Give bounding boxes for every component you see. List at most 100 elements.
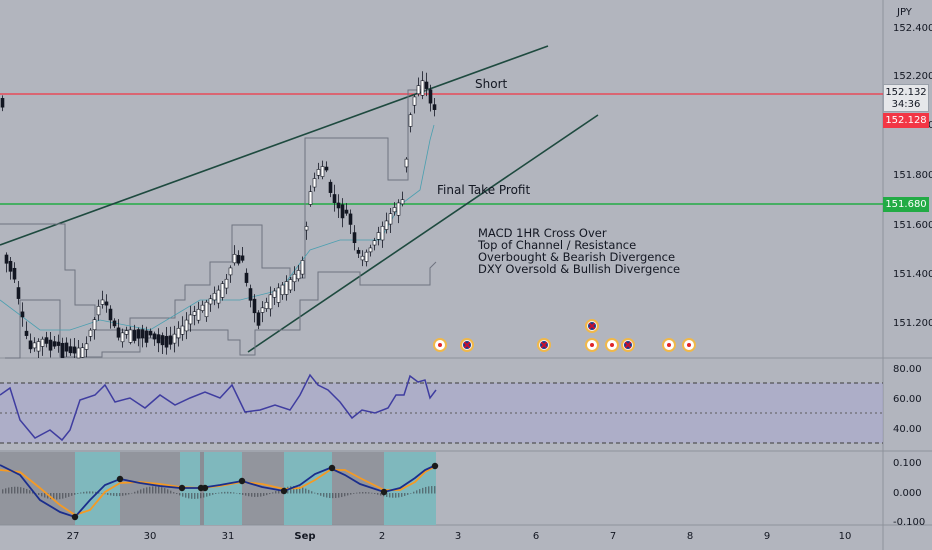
date-tick: 8 xyxy=(686,531,694,542)
uk-event-icon[interactable] xyxy=(460,338,474,352)
candle xyxy=(72,346,77,354)
candle xyxy=(428,89,433,104)
macd-histogram-bar xyxy=(257,493,259,497)
take-profit-annotation: Final Take Profit xyxy=(437,183,531,197)
macd-histogram-bar xyxy=(314,492,316,494)
candle xyxy=(120,332,125,343)
macd-line xyxy=(0,464,437,519)
macd-histogram-bar xyxy=(350,493,352,495)
macd-histogram-bar xyxy=(62,493,64,499)
candle xyxy=(280,284,285,296)
macd-histogram-bar xyxy=(5,488,7,494)
candle xyxy=(208,298,213,305)
candle xyxy=(28,340,33,350)
macd-histogram-bar xyxy=(200,493,202,499)
macd-histogram-bar xyxy=(356,492,358,494)
candle xyxy=(392,207,397,213)
macd-histogram-bar xyxy=(80,492,82,494)
macd-histogram-bar xyxy=(425,486,427,494)
candle xyxy=(396,202,401,216)
candle xyxy=(44,337,49,344)
candle xyxy=(424,81,429,89)
macd-histogram-bar xyxy=(194,493,196,499)
candle xyxy=(188,314,193,325)
macd-histogram-bar xyxy=(278,489,280,494)
economic-event-icon[interactable] xyxy=(682,338,696,352)
macd-histogram-bar xyxy=(14,486,16,494)
uk-event-icon[interactable] xyxy=(537,338,551,352)
macd-histogram-bar xyxy=(410,493,412,494)
date-tick: 27 xyxy=(66,531,80,542)
uk-event-icon[interactable] xyxy=(585,319,599,333)
candle xyxy=(380,226,385,241)
economic-event-icon[interactable] xyxy=(662,338,676,352)
candle xyxy=(156,334,161,344)
macd-histogram-bar xyxy=(68,493,70,497)
economic-event-icon[interactable] xyxy=(585,338,599,352)
candle xyxy=(324,166,329,171)
economic-event-icon[interactable] xyxy=(605,338,619,352)
macd-histogram-bar xyxy=(428,486,430,494)
candle xyxy=(360,255,365,261)
candle xyxy=(252,298,257,314)
macd-histogram-bar xyxy=(29,490,31,494)
candle xyxy=(148,330,153,336)
rsi-tick: 40.00 xyxy=(893,424,922,435)
macd-tick: 0.100 xyxy=(893,458,922,469)
date-tick: 31 xyxy=(221,531,235,542)
price-tick: 151.400 xyxy=(893,269,932,280)
candle xyxy=(240,255,245,261)
macd-histogram-bar xyxy=(332,493,334,499)
macd-histogram-bar xyxy=(227,491,229,494)
macd-histogram-bar xyxy=(353,493,355,494)
macd-histogram-bar xyxy=(344,493,346,497)
macd-histogram-bar xyxy=(242,493,244,495)
macd-histogram-bar xyxy=(86,491,88,494)
candle xyxy=(212,292,217,301)
uk-event-icon[interactable] xyxy=(621,338,635,352)
date-tick: Sep xyxy=(294,531,316,542)
macd-histogram-bar xyxy=(176,493,178,495)
date-tick: 3 xyxy=(454,531,462,542)
macd-histogram-bar xyxy=(143,488,145,494)
macd-histogram-bar xyxy=(203,493,205,498)
candle xyxy=(284,281,289,295)
candle xyxy=(176,327,181,339)
candle xyxy=(408,114,413,127)
macd-histogram-bar xyxy=(272,492,274,494)
macd-histogram-bar xyxy=(248,493,250,497)
candle xyxy=(268,294,273,310)
candle xyxy=(296,270,301,280)
macd-histogram-bar xyxy=(134,491,136,494)
candle xyxy=(36,341,41,352)
macd-cross-dot xyxy=(201,484,209,492)
candle xyxy=(16,287,21,299)
channel-upper-line xyxy=(0,45,549,246)
macd-histogram-bar xyxy=(167,489,169,494)
candle xyxy=(364,251,369,262)
macd-histogram-bar xyxy=(197,493,199,499)
candle xyxy=(68,346,73,354)
macd-histogram-bar xyxy=(152,486,154,494)
economic-event-icon[interactable] xyxy=(433,338,447,352)
candle xyxy=(104,301,109,306)
macd-histogram-bar xyxy=(44,493,46,498)
note-line: Top of Channel / Resistance xyxy=(478,238,637,252)
candle xyxy=(40,338,45,347)
macd-cross-dot xyxy=(116,475,124,483)
macd-histogram-bar xyxy=(113,493,115,496)
price-tick: 151.200 xyxy=(893,318,932,329)
macd-histogram-bar xyxy=(59,493,61,500)
macd-histogram-bar xyxy=(89,491,91,494)
candle xyxy=(236,255,241,264)
candle xyxy=(24,330,29,336)
macd-cross-dots xyxy=(71,462,439,521)
macd-histogram-bar xyxy=(296,486,298,494)
macd-histogram-bar xyxy=(47,493,49,499)
candle xyxy=(172,333,177,344)
macd-histogram-bar xyxy=(158,486,160,494)
macd-cross-dot xyxy=(238,477,246,485)
price-tick: 151.800 xyxy=(893,170,932,181)
macd-histogram-bar xyxy=(221,492,223,494)
